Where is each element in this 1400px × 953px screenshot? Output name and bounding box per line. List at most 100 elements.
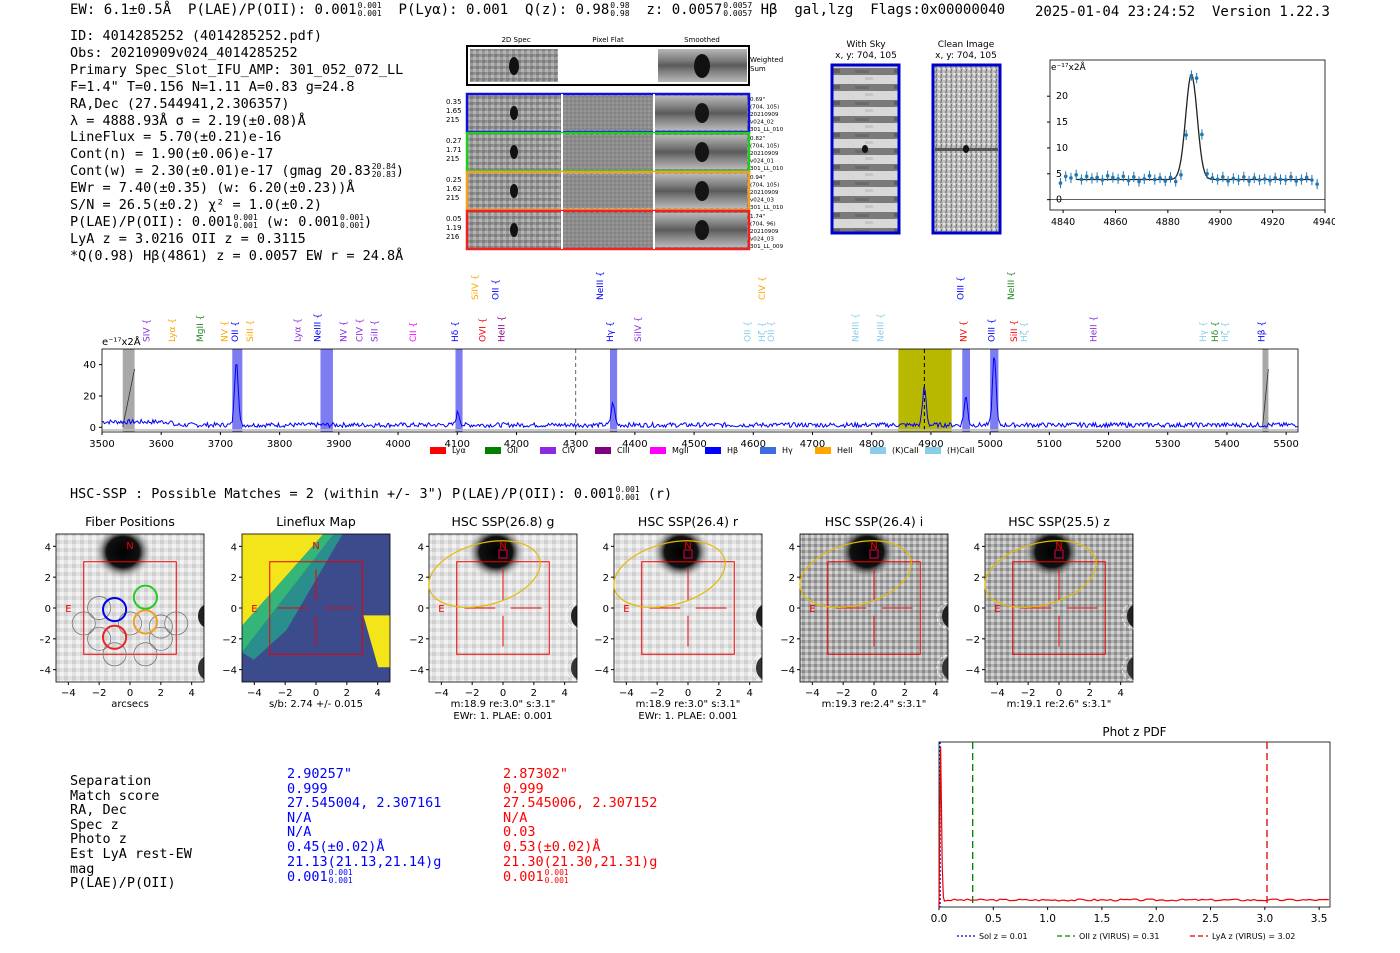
panel-xtick-label-3-2: 0	[685, 688, 691, 699]
panel-title-2: HSC SSP(26.8) g	[452, 514, 555, 529]
spectrum-xtick-label-3: 3800	[267, 439, 292, 450]
spectrum-line-label-18: Hγ {	[606, 321, 616, 342]
spectrum-band-8	[1262, 349, 1269, 432]
cutout-left-label-3-1: 1.19	[446, 224, 462, 232]
cutout-right-label-1-4: 301_LL_010	[750, 166, 784, 172]
panel-caption1-0: arcsecs	[111, 699, 149, 710]
hsc-summary: HSC-SSP : Possible Matches = 2 (within +…	[70, 485, 673, 503]
spectrum-xtick-label-5: 4000	[385, 439, 410, 450]
zoom-point-4	[1079, 177, 1084, 182]
panel-xtick-label-2-0: −4	[434, 688, 449, 699]
panel-image-2	[429, 534, 577, 682]
with-sky-title: With Sky	[846, 40, 886, 50]
panel-n-label-5: N	[1055, 541, 1062, 552]
panel-xtick-label-2-1: −2	[465, 688, 480, 699]
zoom-ytick-label-1: 5	[1056, 169, 1062, 180]
cutout-smooth-source-3	[695, 220, 709, 240]
cutout-flat-0	[562, 96, 654, 130]
cutout-source-3	[510, 223, 518, 237]
zoom-point-38	[1257, 178, 1262, 182]
red-separation: 2.87302"	[503, 766, 569, 782]
panel-neighbor-3	[756, 605, 762, 627]
panel-caption1-1: s/b: 2.74 +/- 0.015	[269, 699, 363, 710]
spectrum-line-label-24: NeIII {	[852, 313, 862, 342]
panel-xtick-label-5-3: 2	[1087, 688, 1093, 699]
zoom-xtick-label-0: 4840	[1051, 217, 1075, 228]
spectrum-line-label-0: SIV {	[142, 319, 152, 342]
spectrum-xtick-label-1: 3600	[148, 439, 173, 450]
info-sn: S/N = 26.5(±0.2) χ² = 1.0(±0.2)	[70, 197, 322, 214]
cutout-flat-1	[562, 135, 654, 169]
spectrum-xtick-label-0: 3500	[89, 439, 114, 450]
panel-dash-circle2-4	[936, 654, 964, 682]
photz-xtick-label-3: 1.5	[1094, 913, 1111, 925]
zoom-point-10	[1111, 175, 1115, 180]
panel-xtick-label-0-2: 0	[127, 688, 133, 699]
spectrum-line-label-5: SiII {	[246, 320, 256, 342]
panel-ytick-label-4-4: −4	[780, 666, 795, 677]
panel-neighbor-4	[942, 605, 948, 627]
zoom-point-25	[1189, 73, 1194, 78]
cutout-left-label-2-0: 0.25	[446, 176, 462, 184]
spectrum-xtick-label-2: 3700	[208, 439, 233, 450]
fiber-grey-3	[102, 642, 127, 667]
panel-ytick-label-3-2: 0	[603, 604, 609, 615]
zoom-point-5	[1084, 174, 1089, 179]
spectrum-line-label-17: NeIII {	[596, 271, 606, 300]
spectrum-legend-swatch-0	[430, 447, 446, 454]
full-spectrum-chart: e⁻¹⁷x2Å 3500 3600 3700 3800 3900 4000 4100 4200 4…	[83, 271, 1299, 455]
panel-dash-circle-2	[565, 602, 593, 630]
panel-ytick-label-2-4: −4	[409, 666, 424, 677]
spectrum-line-label-2: MgII {	[196, 315, 206, 342]
cutout-left-label-1-1: 1.71	[446, 146, 462, 154]
fiber-grey-2	[87, 626, 112, 651]
panel-ytick-label-5-3: −2	[965, 635, 980, 646]
cutout-right-label-3-1: (704, 96)	[750, 222, 776, 228]
cutout-left-label-0-0: 0.35	[446, 98, 462, 106]
zoom-point-32	[1226, 179, 1230, 183]
spectrum-legend-label-4: MgII	[672, 446, 689, 455]
clean-title: Clean Image	[938, 40, 995, 50]
zoom-ylabel: e⁻¹⁷x2Å	[1051, 61, 1087, 73]
red-est-lya: 0.53(±0.02)Å	[503, 838, 601, 855]
label-radec: RA, Dec	[70, 802, 127, 819]
blue-spec-z: N/A	[287, 809, 312, 826]
cutout-right-label-0-1: (704, 105)	[750, 105, 779, 111]
fiber-color-0	[102, 596, 128, 623]
info-id: ID: 4014285252 (4014285252.pdf)	[70, 28, 322, 44]
cutout-right-label-3-4: 301_LL_009	[750, 244, 784, 250]
zoom-point-49	[1315, 182, 1319, 186]
panel-ytick-label-3-3: −2	[594, 635, 609, 646]
zoom-xtick-label-3: 4900	[1208, 217, 1232, 228]
cutout-right-label-2-2: 20210909	[750, 190, 779, 196]
panel-ytick-label-3-1: 2	[603, 573, 609, 584]
photz-xtick-label-0: 0.0	[931, 913, 948, 925]
panel-ellipse-3	[613, 540, 726, 608]
cutout-left-label-0-2: 215	[446, 116, 459, 124]
panel-ytick-label-2-0: 4	[418, 542, 424, 553]
photz-xtick-label-1: 0.5	[985, 913, 1002, 925]
label-mag: mag	[70, 860, 95, 877]
panel-galaxy-5	[1022, 534, 1082, 580]
spectrum-line-label-30: SiII {	[1010, 320, 1020, 342]
blue-mag: 21.13(21.13,21.14)g	[287, 853, 442, 870]
spectrum-line-label-36: Hβ {	[1257, 321, 1267, 342]
fiber-color-1	[132, 584, 158, 610]
zoom-point-8	[1100, 178, 1105, 182]
spectrum-line-label-11: CII {	[409, 322, 419, 342]
panel-e-label-2: E	[438, 604, 444, 615]
spectrum-line-label-23: OII {	[767, 321, 777, 342]
spectrum-band-2	[320, 349, 333, 432]
zoom-ytick-label-3: 15	[1056, 117, 1068, 128]
cutout-right-label-2-4: 301_LL_010	[750, 205, 784, 211]
info-contn: Cont(n) = 1.90(±0.06)e-17	[70, 146, 274, 163]
header-line: Hβ	[760, 2, 778, 18]
header-summary: EW: 6.1±0.5Å P(LAE)/P(OII): 0.001 0.001 0.…	[70, 1, 1006, 19]
info-ewr: EWr = 7.40(±0.35) (w: 6.20(±0.23))Å	[70, 180, 355, 197]
zoom-point-43	[1283, 178, 1288, 182]
panel-box-2	[456, 561, 550, 655]
panel-xtick-label-4-2: 0	[871, 688, 877, 699]
red-match-score: 0.999	[503, 780, 544, 797]
spectrum-frame	[101, 348, 1299, 433]
spectrum-line-label-31: Hζ {	[1020, 322, 1030, 342]
